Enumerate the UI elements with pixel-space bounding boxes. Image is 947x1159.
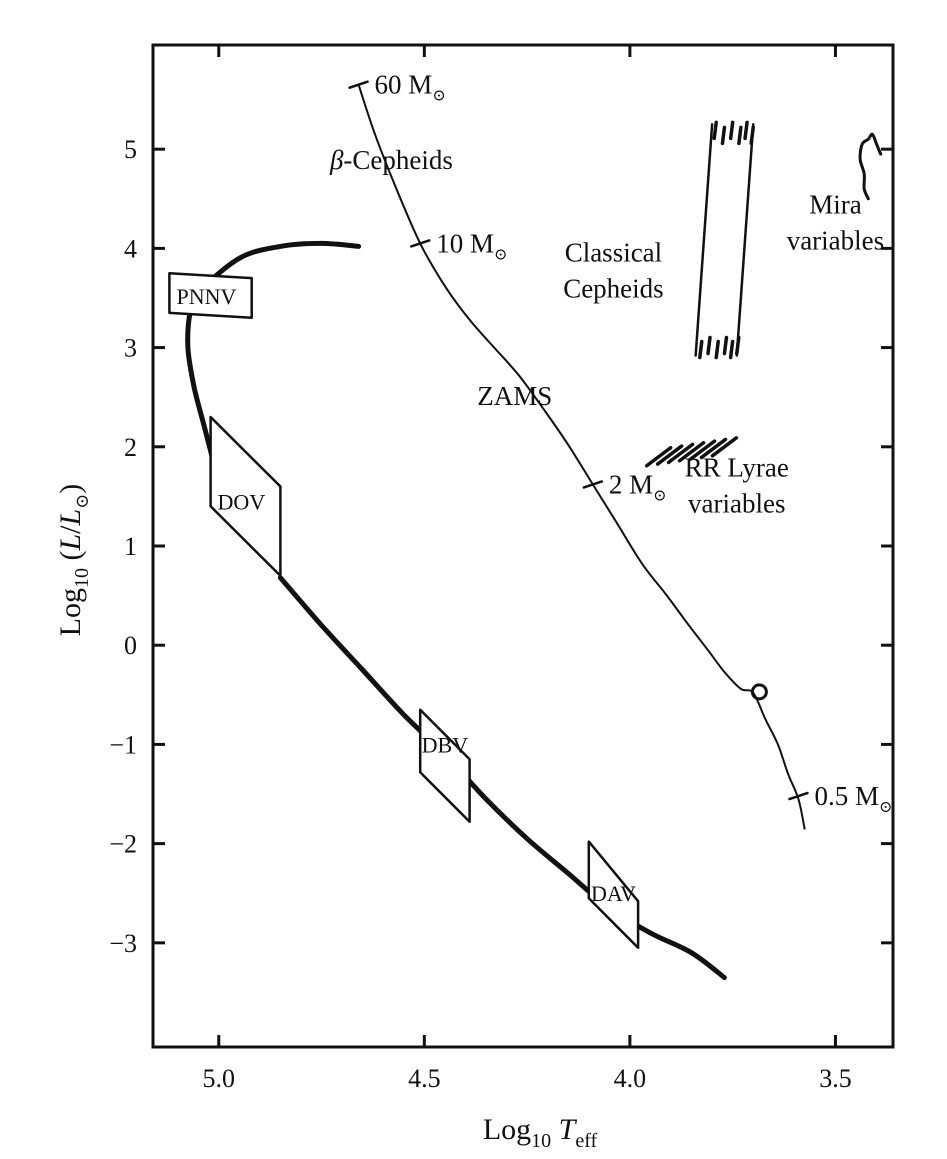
y-tick-label: −1 xyxy=(109,730,137,759)
annotation-beta-cepheids: β-Cepheids xyxy=(329,145,453,175)
annotation-zams: ZAMS xyxy=(477,381,552,411)
zams-mass-tick xyxy=(409,239,431,248)
zams-line xyxy=(357,83,806,830)
y-tick-label: 5 xyxy=(124,135,137,164)
cepheid-hatch-bottom xyxy=(714,339,720,360)
annotation-mira: variables xyxy=(787,226,884,256)
cooling-track-line xyxy=(277,575,727,981)
cepheid-hatch-bottom xyxy=(728,339,735,360)
axis-ticks xyxy=(153,45,893,1047)
cepheid-hatch-bottom xyxy=(698,339,704,360)
annotation-mira: Mira xyxy=(809,190,862,220)
cepheid-hatch-top xyxy=(728,120,735,141)
y-tick-label: −3 xyxy=(109,929,137,958)
cepheid-hatch-bottom xyxy=(722,335,729,356)
x-tick-label: 3.5 xyxy=(819,1064,852,1093)
sun-marker-circle xyxy=(750,683,768,701)
cepheid-strip-left-edge xyxy=(694,123,714,357)
x-tick-label: 5.0 xyxy=(203,1064,236,1093)
axis-tick-labels: 5.0 4.5 4.0 3.5 5 4 3 2 1 0 −1 −2 −3 xyxy=(109,135,851,1093)
x-tick-label: 4.0 xyxy=(614,1064,647,1093)
cepheid-hatch-top xyxy=(737,125,743,146)
y-tick-label: 2 xyxy=(124,433,137,462)
rr-lyrae-hatch xyxy=(688,439,717,461)
box-label-dbv: DBV xyxy=(422,732,469,757)
chart-annotations: PNNV DOV DBV DAV 60 M⊙ 10 M⊙ 2 M⊙ 0.5 M⊙ β-Cephe… xyxy=(176,70,892,907)
y-tick-label: 4 xyxy=(124,234,137,263)
instability-box-dov xyxy=(209,415,282,578)
instability-box-dbv xyxy=(418,708,471,824)
rr-lyrae-hatch xyxy=(655,444,684,466)
y-tick-label: 1 xyxy=(124,532,137,561)
instability-box-dav xyxy=(587,840,640,950)
cepheid-strip-right-edge xyxy=(735,123,755,357)
mira-region-line xyxy=(858,132,883,201)
zams-mass-label: 10 M⊙ xyxy=(436,228,507,263)
box-label-pnnv: PNNV xyxy=(176,284,236,309)
rr-lyrae-hatch xyxy=(699,437,728,460)
zams-mass-label: 0.5 M⊙ xyxy=(814,781,892,816)
cepheid-hatch-top xyxy=(749,125,755,146)
zams-mass-tick xyxy=(582,480,604,489)
zams-mass-label: 2 M⊙ xyxy=(609,469,667,504)
cepheid-hatch-top xyxy=(712,120,718,141)
y-tick-label: 3 xyxy=(124,334,137,363)
box-label-dov: DOV xyxy=(218,489,266,514)
cepheid-hatch-top xyxy=(720,125,727,146)
annotation-classical-cepheids: Classical xyxy=(565,237,662,267)
box-label-dav: DAV xyxy=(591,881,636,906)
y-tick-label: 0 xyxy=(124,631,137,660)
zams-mass-label: 60 M⊙ xyxy=(375,70,446,105)
annotation-classical-cepheids: Cepheids xyxy=(563,273,664,303)
rr-lyrae-hatch xyxy=(644,445,673,468)
annotation-rr-lyrae: RR Lyrae xyxy=(685,453,789,483)
cepheid-hatch-top xyxy=(743,120,749,141)
rr-lyrae-hatch xyxy=(710,436,739,458)
y-axis-title: Log10 (L/L⊙) xyxy=(54,484,93,637)
rr-lyrae-hatch xyxy=(666,442,695,465)
rr-lyrae-hatch xyxy=(677,441,706,463)
y-tick-label: −2 xyxy=(109,830,137,859)
zams-mass-tick xyxy=(788,791,809,801)
chart-marks xyxy=(168,80,883,981)
cepheid-hatch-bottom xyxy=(735,335,741,356)
annotation-rr-lyrae: variables xyxy=(688,489,785,519)
cepheid-hatch-bottom xyxy=(706,335,712,356)
zams-mass-tick xyxy=(348,80,369,89)
instability-box-pnnv xyxy=(168,271,253,320)
x-tick-label: 4.5 xyxy=(408,1064,441,1093)
x-axis-title: Log10 Teff xyxy=(483,1113,598,1152)
